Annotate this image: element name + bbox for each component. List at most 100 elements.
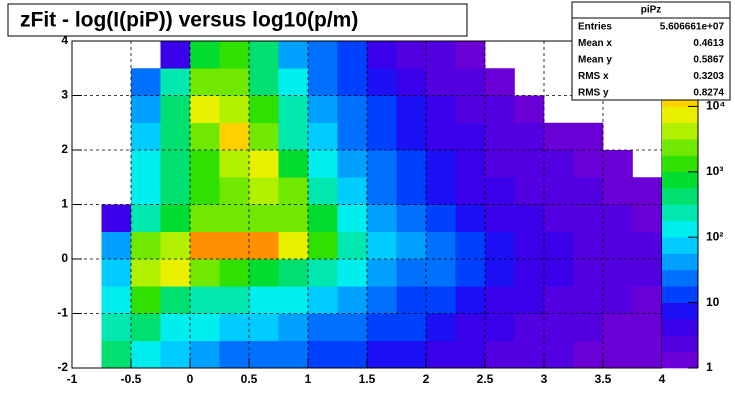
heatmap-cell xyxy=(190,204,220,233)
heatmap-cell xyxy=(367,41,397,69)
heatmap-cell xyxy=(396,122,427,151)
heatmap-cell xyxy=(219,177,250,205)
heatmap-cell xyxy=(308,122,338,151)
heatmap-cell xyxy=(426,95,456,124)
z-tick-label: 10³ xyxy=(706,164,723,178)
y-tick-label: 1 xyxy=(61,197,68,211)
heatmap-cell xyxy=(337,122,368,151)
x-tick-label: 3.5 xyxy=(595,372,612,386)
heatmap-cell xyxy=(219,150,250,178)
heatmap-cell xyxy=(249,286,279,314)
heatmap-cell xyxy=(632,313,663,342)
heatmap-cell xyxy=(367,150,397,178)
heatmap-cell xyxy=(455,150,486,178)
heatmap-cell xyxy=(190,122,220,151)
stats-frame xyxy=(571,1,731,101)
y-tick-label: 4 xyxy=(61,33,68,47)
colorbar-segment xyxy=(662,351,698,369)
heatmap-cell xyxy=(190,340,220,369)
heatmap-cell xyxy=(603,340,633,369)
heatmap-cell xyxy=(337,150,368,178)
heatmap-cell xyxy=(278,286,309,314)
heatmap-cell xyxy=(544,177,574,205)
heatmap-cell xyxy=(367,122,397,151)
y-tick-label: 2 xyxy=(61,142,68,156)
heatmap-cell xyxy=(396,286,427,314)
x-tick-label: 4 xyxy=(659,372,666,386)
stats-label: RMS y xyxy=(578,88,609,99)
heatmap-cell xyxy=(278,122,309,151)
heatmap-cell xyxy=(190,313,220,342)
heatmap-cell xyxy=(485,259,515,287)
heatmap-cell xyxy=(632,259,663,287)
colorbar-segment xyxy=(662,155,698,173)
heatmap-cell xyxy=(485,204,515,233)
heatmap-cell xyxy=(426,231,456,260)
heatmap-cell xyxy=(455,68,486,96)
heatmap-cell xyxy=(337,95,368,124)
heatmap-cell xyxy=(485,177,515,205)
heatmap-cell xyxy=(603,259,633,287)
heatmap-cell xyxy=(249,259,279,287)
heatmap-cell xyxy=(514,259,545,287)
heatmap-cell xyxy=(426,68,456,96)
heatmap-cell xyxy=(160,177,191,205)
heatmap-cell xyxy=(190,68,220,96)
colorbar-segment xyxy=(662,253,698,271)
heatmap-cell xyxy=(603,313,633,342)
heatmap-cell xyxy=(544,150,574,178)
heatmap-cell xyxy=(190,177,220,205)
heatmap-cell xyxy=(190,259,220,287)
heatmap-cell xyxy=(278,259,309,287)
chart-title: zFit - log(I(piP)) versus log10(p/m) xyxy=(20,9,358,32)
heatmap-cell xyxy=(101,204,132,233)
heatmap-cell xyxy=(278,68,309,96)
heatmap-cell xyxy=(603,150,633,178)
heatmap-cell xyxy=(190,95,220,124)
heatmap-cell xyxy=(278,313,309,342)
heatmap-cell xyxy=(573,340,604,369)
heatmap-cell xyxy=(632,286,663,314)
heatmap-cell xyxy=(367,231,397,260)
heatmap-cell xyxy=(131,95,161,124)
heatmap-cell xyxy=(308,68,338,96)
heatmap-cell xyxy=(190,150,220,178)
stats-value: 0.8274 xyxy=(693,88,724,99)
heatmap-cell xyxy=(131,177,161,205)
heatmap-cell xyxy=(160,122,191,151)
heatmap-cell xyxy=(308,41,338,69)
heatmap-cell xyxy=(485,231,515,260)
heatmap-cell xyxy=(396,259,427,287)
heatmap-cell xyxy=(160,231,191,260)
heatmap-cell xyxy=(219,259,250,287)
heatmap-cell xyxy=(249,41,279,69)
heatmap-cell xyxy=(278,150,309,178)
heatmap-cell xyxy=(367,68,397,96)
heatmap-cell xyxy=(514,313,545,342)
heatmap-cell xyxy=(101,231,132,260)
heatmap-cell xyxy=(603,286,633,314)
heatmap-cell xyxy=(101,259,132,287)
heatmap-cell xyxy=(603,231,633,260)
y-tick-label: -1 xyxy=(57,306,68,320)
heatmap-cell xyxy=(337,340,368,369)
heatmap-cell xyxy=(367,340,397,369)
heatmap-cell xyxy=(219,286,250,314)
heatmap xyxy=(101,41,663,369)
heatmap-cell xyxy=(544,340,574,369)
heatmap-cell xyxy=(249,177,279,205)
y-tick-label: 3 xyxy=(61,88,68,102)
colorbar-segment xyxy=(662,106,698,124)
heatmap-cell xyxy=(514,150,545,178)
stats-value: 0.3203 xyxy=(693,71,724,82)
x-tick-label: -1 xyxy=(67,372,78,386)
heatmap-cell xyxy=(337,204,368,233)
x-tick-label: 1 xyxy=(305,372,312,386)
heatmap-cell xyxy=(308,95,338,124)
heatmap-cell xyxy=(131,204,161,233)
heatmap-cell xyxy=(396,68,427,96)
colorbar-segment xyxy=(662,204,698,222)
heatmap-cell xyxy=(367,313,397,342)
heatmap-cell xyxy=(396,313,427,342)
